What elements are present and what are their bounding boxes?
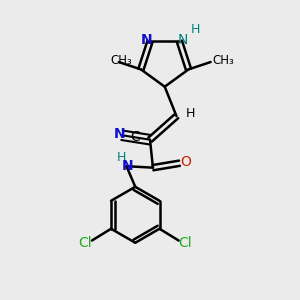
Text: N: N bbox=[177, 33, 188, 47]
Text: CH₃: CH₃ bbox=[212, 54, 234, 68]
Text: H: H bbox=[186, 107, 195, 120]
Text: Cl: Cl bbox=[79, 236, 92, 250]
Text: H: H bbox=[191, 23, 200, 36]
Text: CH₃: CH₃ bbox=[110, 54, 132, 68]
Text: C: C bbox=[130, 130, 140, 144]
Text: H: H bbox=[116, 151, 126, 164]
Text: O: O bbox=[181, 155, 191, 169]
Text: N: N bbox=[122, 159, 133, 173]
Text: Cl: Cl bbox=[178, 236, 192, 250]
Text: N: N bbox=[141, 33, 152, 47]
Text: N: N bbox=[113, 127, 125, 141]
